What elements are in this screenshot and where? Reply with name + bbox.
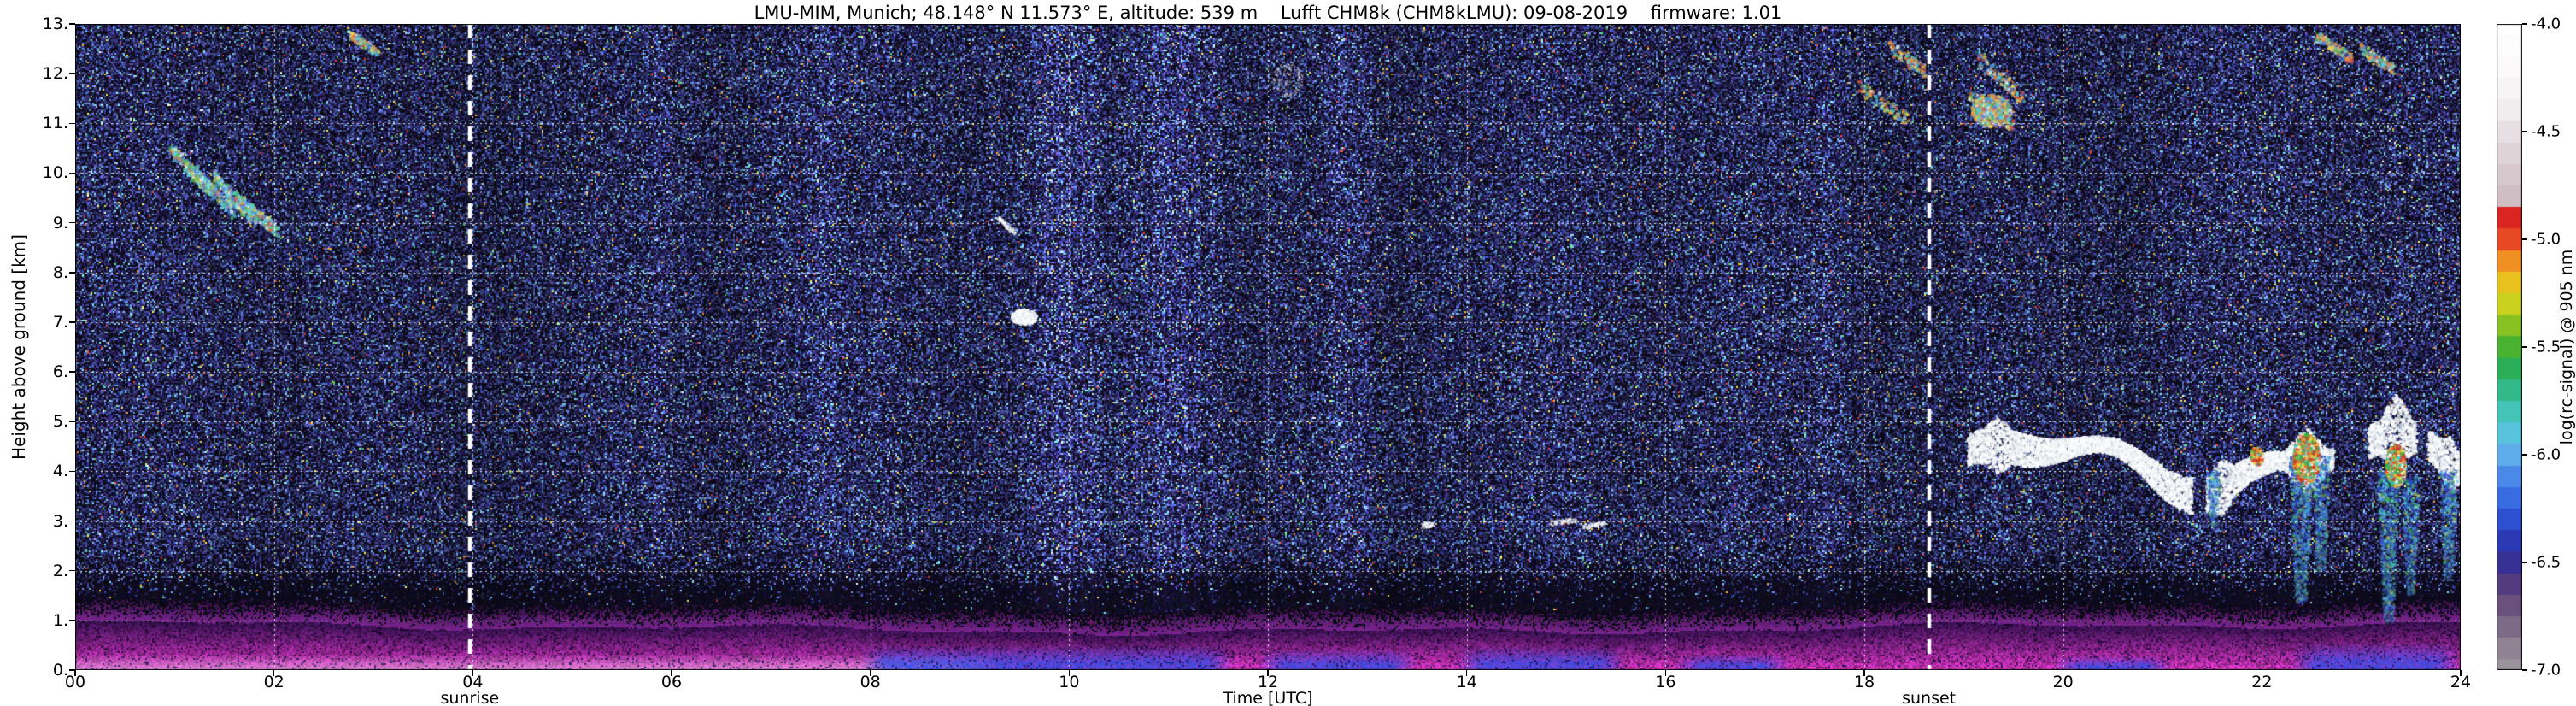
x-tick-label-22: 22	[2251, 673, 2273, 691]
x-tick-label-12: 12	[1257, 673, 1279, 691]
colorbar-tick-label--6.0: -6.0	[2531, 445, 2561, 464]
x-tick-label-06: 06	[660, 673, 683, 691]
y-tick-mark-9	[69, 221, 75, 224]
x-tick-mark-00	[74, 670, 76, 676]
y-tick-mark-10	[69, 172, 75, 174]
colorbar-tick-label--6.5: -6.5	[2531, 553, 2561, 572]
y-tick-mark-8	[69, 272, 75, 274]
x-tick-mark-20	[2062, 670, 2064, 676]
y-tick-label-8: 8.	[52, 262, 68, 282]
y-tick-label-0: 0.	[52, 661, 68, 680]
colorbar-tick-mark--5.0	[2522, 238, 2527, 240]
x-tick-mark-24	[2460, 670, 2462, 676]
y-tick-label-13: 13.	[42, 15, 68, 33]
y-tick-mark-2	[69, 569, 75, 572]
figure-title: LMU-MIM, Munich; 48.148° N 11.573° E, al…	[754, 3, 1782, 23]
x-tick-label-14: 14	[1456, 673, 1477, 691]
annotation-sunset: sunset	[1902, 689, 1957, 706]
colorbar-tick-label--4.5: -4.5	[2531, 122, 2561, 141]
y-tick-mark-4	[69, 470, 75, 473]
colorbar-tick-mark--5.5	[2522, 346, 2527, 348]
colorbar-tick-mark--6.0	[2522, 454, 2527, 456]
x-tick-label-16: 16	[1655, 673, 1676, 691]
y-tick-mark-11	[69, 122, 75, 125]
x-tick-mark-16	[1664, 670, 1667, 676]
x-axis-title: Time [UTC]	[1223, 689, 1313, 706]
x-tick-mark-22	[2261, 670, 2263, 676]
y-tick-mark-7	[69, 321, 75, 323]
colorbar-tick-mark--4.0	[2522, 23, 2527, 25]
y-tick-label-3: 3.	[52, 511, 68, 531]
y-tick-mark-0	[69, 669, 75, 671]
colorbar-tick-label--5.5: -5.5	[2531, 338, 2561, 356]
colorbar-tick-mark--7.0	[2522, 669, 2527, 671]
x-tick-mark-12	[1267, 670, 1269, 676]
x-tick-mark-14	[1465, 670, 1468, 676]
colorbar-tick-label--4.0: -4.0	[2531, 15, 2561, 33]
y-tick-label-5: 5.	[52, 412, 68, 432]
x-tick-label-18: 18	[1853, 673, 1875, 691]
y-tick-label-1: 1.	[52, 610, 68, 630]
x-tick-label-20: 20	[2052, 673, 2074, 691]
y-tick-label-2: 2.	[52, 561, 68, 580]
x-tick-mark-02	[273, 670, 275, 676]
annotation-sunrise: sunrise	[440, 689, 500, 706]
y-tick-label-11: 11.	[42, 114, 68, 133]
y-tick-mark-12	[69, 73, 75, 74]
y-tick-label-10: 10.	[42, 163, 68, 183]
y-tick-mark-1	[69, 620, 75, 621]
x-tick-mark-04	[472, 670, 474, 676]
y-tick-mark-13	[69, 23, 75, 25]
y-tick-label-12: 12.	[42, 64, 68, 84]
x-tick-mark-18	[1863, 670, 1865, 676]
y-tick-mark-5	[69, 421, 75, 422]
x-tick-label-10: 10	[1059, 673, 1080, 691]
x-tick-mark-06	[671, 670, 672, 676]
colorbar-tick-mark--4.5	[2522, 131, 2527, 132]
colorbar-tick-label--7.0: -7.0	[2531, 661, 2561, 680]
x-tick-label-04: 04	[462, 673, 484, 691]
y-tick-mark-6	[69, 371, 75, 373]
x-tick-label-00: 00	[64, 673, 86, 691]
y-tick-mark-3	[69, 520, 75, 522]
colorbar-tick-label--5.0: -5.0	[2531, 230, 2561, 249]
y-tick-label-6: 6.	[52, 362, 68, 382]
y-tick-label-7: 7.	[52, 312, 68, 332]
x-tick-label-24: 24	[2450, 673, 2472, 691]
colorbar-tick-mark--6.5	[2522, 562, 2527, 563]
y-tick-label-9: 9.	[52, 213, 68, 232]
y-tick-label-4: 4.	[52, 462, 68, 481]
x-tick-label-02: 02	[263, 673, 285, 691]
heatmap-plot-canvas	[75, 24, 2461, 670]
x-tick-label-08: 08	[860, 673, 881, 691]
x-tick-mark-08	[869, 670, 871, 676]
x-tick-mark-10	[1068, 670, 1071, 676]
colorbar-canvas	[2497, 24, 2522, 670]
